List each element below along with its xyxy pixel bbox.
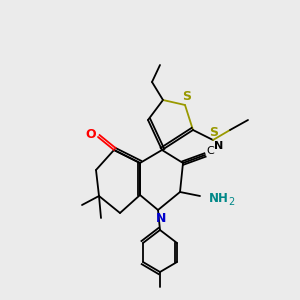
Text: O: O bbox=[86, 128, 96, 140]
Text: N: N bbox=[214, 141, 224, 151]
Text: N: N bbox=[156, 212, 166, 224]
Text: 2: 2 bbox=[228, 197, 234, 207]
Text: S: S bbox=[182, 91, 191, 103]
Text: C: C bbox=[206, 146, 214, 156]
Text: NH: NH bbox=[209, 191, 229, 205]
Text: S: S bbox=[209, 125, 218, 139]
